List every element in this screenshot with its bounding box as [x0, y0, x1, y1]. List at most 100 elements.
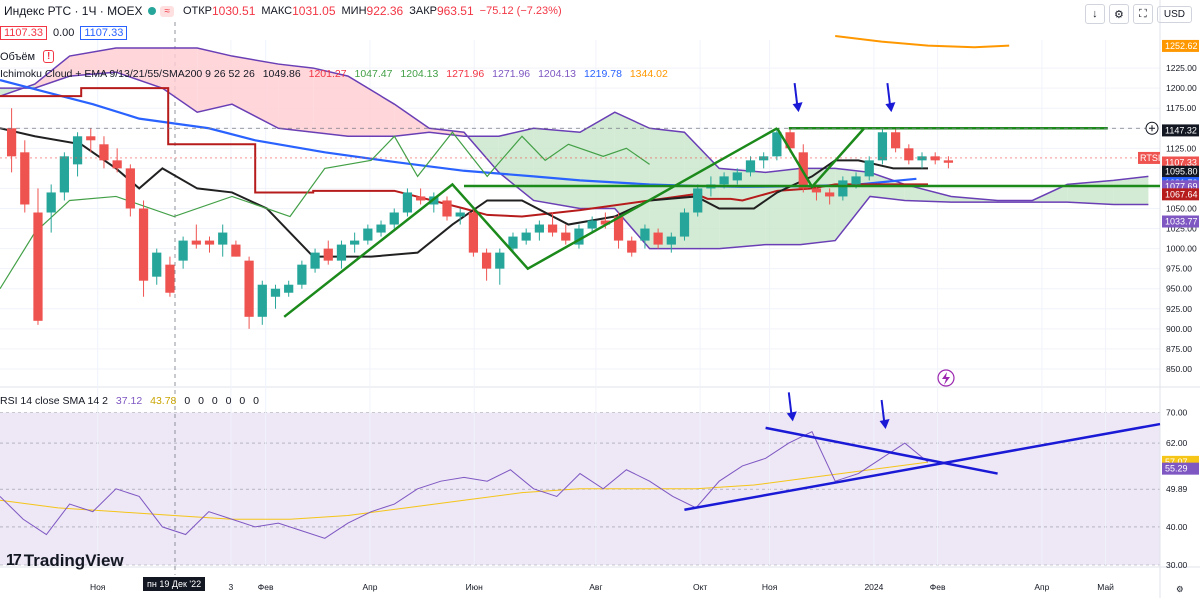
ichimoku-value: 1204.13 — [538, 68, 577, 80]
quote-panel: 1107.33 0.00 1107.33 — [0, 26, 128, 40]
candle-body — [640, 228, 650, 241]
warning-icon[interactable]: ! — [43, 50, 55, 63]
rsi-line — [0, 430, 929, 539]
y-tick-label: 1000.00 — [1166, 244, 1197, 254]
candle-body — [178, 240, 188, 261]
candle-body — [547, 224, 558, 233]
candle-body — [732, 172, 742, 181]
candle-body — [679, 212, 690, 237]
candle-body — [719, 176, 729, 185]
rsi-value: 0 — [211, 395, 218, 407]
y-tick-label: 850.00 — [1166, 364, 1192, 374]
y-tick-label: 925.00 — [1166, 304, 1192, 314]
x-tick-label: Июн — [466, 582, 483, 592]
candle-body — [693, 188, 703, 213]
pattern-line — [283, 127, 778, 318]
approx-icon: ≈ — [160, 5, 174, 17]
symbol-title[interactable]: Индекс РТС · 1Ч · MOEX — [4, 4, 143, 18]
candle-body — [534, 224, 544, 233]
buy-price[interactable]: 1107.33 — [80, 26, 128, 40]
crosshair-date-label: пн 19 Дек '22 — [143, 577, 206, 591]
settings-icon[interactable]: ⚙ — [1108, 4, 1129, 24]
ticker-tag: RTSI — [1140, 153, 1160, 163]
cloud-segment — [197, 48, 232, 113]
candle-body — [587, 220, 597, 229]
candle-body — [904, 148, 914, 161]
arrow-down-icon[interactable]: ↓ — [1084, 4, 1105, 24]
volume-legend[interactable]: Объём ! — [0, 50, 55, 63]
candle-body — [666, 236, 676, 245]
candle-body — [350, 240, 360, 245]
cloud-segment — [34, 56, 70, 89]
currency-button[interactable]: USD — [1156, 5, 1192, 23]
candle-body — [561, 232, 571, 241]
rsi-legend[interactable]: RSI 14 close SMA 14 2 37.12 43.78 0 0 0 … — [0, 395, 264, 407]
candle-body — [323, 248, 333, 261]
sell-price[interactable]: 1107.33 — [0, 26, 47, 40]
candle-body — [257, 284, 267, 317]
ichimoku-value: 1049.86 — [262, 68, 301, 80]
ichimoku-value: 1271.96 — [492, 68, 531, 80]
x-tick-label: 2024 — [864, 582, 883, 592]
x-tick-label: Апр — [362, 582, 377, 592]
candle-body — [495, 252, 505, 269]
candle-body — [20, 152, 30, 205]
arrow-head-icon — [792, 102, 803, 113]
cloud-segment — [800, 168, 836, 245]
cloud-segment — [649, 128, 685, 249]
ichimoku-value: 1201.27 — [308, 68, 347, 80]
cloud-segment — [765, 168, 801, 245]
ichimoku-value: 1271.96 — [446, 68, 485, 80]
candle-body — [336, 244, 347, 261]
candle-body — [99, 144, 109, 161]
rsi-tick-label: 49.89 — [1166, 484, 1188, 494]
price-label: 1077.69 — [1165, 181, 1198, 191]
candle-body — [825, 192, 835, 197]
lightning-icon — [937, 369, 955, 387]
y-tick-label: 875.00 — [1166, 344, 1192, 354]
candle-body — [363, 228, 373, 241]
fullscreen-icon[interactable]: ⛶ — [1132, 4, 1153, 24]
ichimoku-value: 1344.02 — [629, 68, 668, 80]
candle-body — [297, 264, 307, 285]
candle-body — [165, 264, 175, 293]
price-label: 1107.33 — [1165, 157, 1197, 167]
candle-body — [877, 132, 888, 161]
ichimoku-value: 1219.78 — [583, 68, 622, 80]
price-label: 1252.62 — [1165, 41, 1198, 51]
candle-body — [811, 188, 822, 193]
tv-logo-icon: 17 — [6, 552, 22, 569]
rsi-tick-label: 40.00 — [1166, 522, 1188, 532]
candle-body — [785, 132, 795, 149]
rsi-trendline — [684, 422, 1161, 511]
price-label: 1033.77 — [1165, 217, 1198, 227]
candle-body — [86, 136, 96, 141]
price-label: 1095.80 — [1165, 167, 1198, 177]
rsi-value: 0 — [225, 395, 232, 407]
y-tick-label: 1025.00 — [1166, 224, 1197, 234]
y-tick-label: 950.00 — [1166, 284, 1192, 294]
candle-body — [46, 192, 56, 213]
senkou-b-line — [0, 47, 1149, 250]
low-value: 922.36 — [366, 4, 404, 18]
rsi-label: 57.07 — [1165, 457, 1188, 467]
high-value: 1031.05 — [292, 4, 336, 18]
volume-label: Объём — [0, 50, 36, 63]
candle-body — [891, 132, 901, 149]
brand-name: TradingView — [23, 551, 124, 570]
tradingview-logo[interactable]: 17 TradingView — [6, 551, 124, 571]
x-tick-label: Ноя — [762, 582, 778, 592]
ichimoku-legend[interactable]: Ichimoku Cloud + EMA 9/13/21/55/SMA200 9… — [0, 68, 673, 80]
candle-body — [244, 260, 254, 317]
rsi-trendline — [765, 426, 998, 475]
y-tick-label: 900.00 — [1166, 324, 1192, 334]
candle-body — [138, 208, 149, 281]
candle-body — [416, 196, 426, 201]
cloud-segment — [348, 76, 395, 137]
price-label-box — [1162, 215, 1199, 228]
candle-body — [389, 212, 399, 225]
chikou-line — [0, 131, 650, 290]
candle-body — [481, 252, 492, 269]
axis-settings-icon: ⚙ — [1176, 584, 1184, 594]
